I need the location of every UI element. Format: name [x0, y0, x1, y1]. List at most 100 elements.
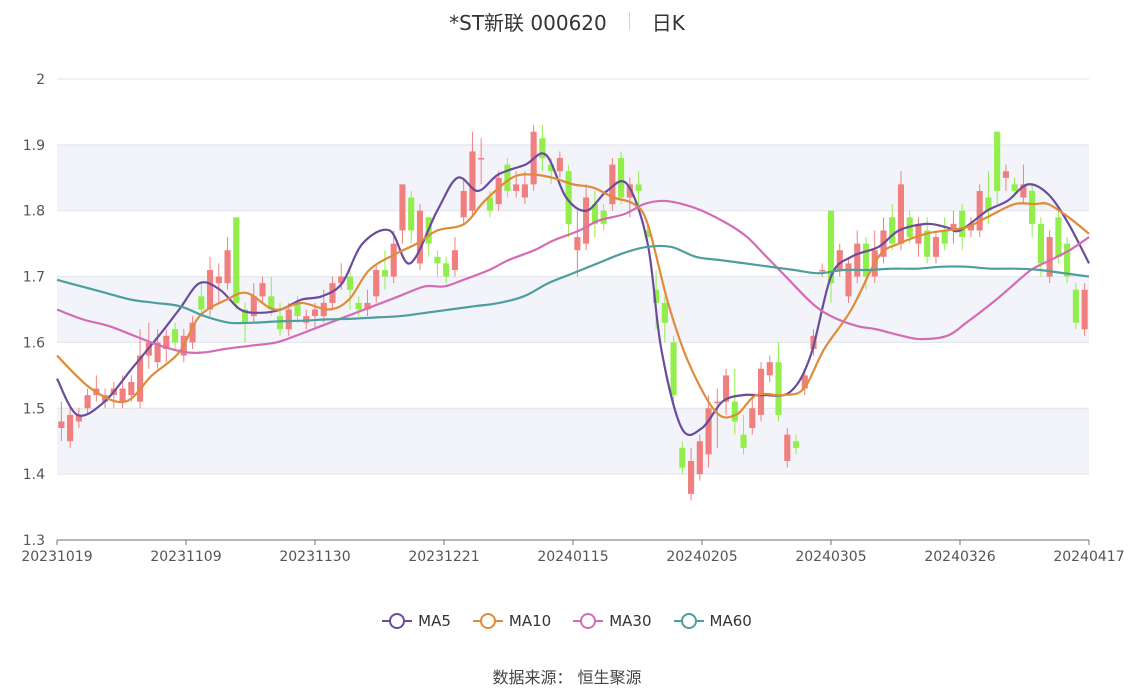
x-tick-label: 20231019: [21, 549, 92, 565]
legend-item-ma30[interactable]: MA30: [573, 612, 652, 630]
candle-body: [1002, 171, 1009, 178]
plot-band: [57, 408, 1089, 475]
candle-body: [661, 302, 668, 323]
candle-body: [241, 309, 249, 323]
candle-body: [233, 217, 240, 303]
candle-body: [1037, 223, 1044, 264]
candle-body: [976, 190, 983, 231]
candle-body: [381, 269, 389, 277]
candle-body: [521, 184, 528, 198]
candle-body: [932, 237, 940, 257]
x-tick-label: 20240205: [666, 549, 737, 565]
x-tick-label: 20231109: [150, 549, 221, 565]
legend-item-ma5[interactable]: MA5: [382, 612, 451, 630]
legend-item-ma60[interactable]: MA60: [673, 612, 752, 630]
series-line-ma60: [56, 244, 1090, 325]
candle-body: [967, 223, 974, 231]
candle-body: [84, 395, 91, 409]
candle-body: [740, 434, 747, 448]
candle-body: [460, 190, 467, 218]
candle-body: [119, 388, 126, 402]
candle-body: [75, 414, 82, 422]
candle-body: [364, 302, 371, 310]
candle-body: [757, 368, 765, 415]
series-line-ma10: [56, 173, 1090, 419]
candle-body: [583, 197, 590, 244]
candle-body: [827, 210, 835, 284]
y-tick-label: 2: [36, 72, 45, 88]
candle-body: [950, 223, 957, 231]
stock-title: *ST新联 000620: [449, 10, 607, 35]
candle-body: [653, 289, 660, 303]
candle-body: [941, 230, 948, 244]
candle-body: [416, 210, 424, 264]
period-tab[interactable]: 日K: [651, 10, 685, 35]
candle-body: [749, 408, 756, 429]
candle-body: [1072, 289, 1079, 323]
x-tick-label: 20231130: [279, 549, 350, 565]
candle-body: [731, 401, 738, 422]
legend-item-ma10[interactable]: MA10: [472, 612, 552, 630]
plot-band: [57, 276, 1089, 343]
y-tick-label: 1.5: [23, 401, 45, 417]
candle-body: [705, 408, 712, 455]
candle-body: [137, 355, 144, 402]
candle-body: [294, 302, 301, 317]
candle-body: [469, 151, 476, 211]
candle-body: [373, 269, 380, 297]
candle-body: [548, 164, 555, 172]
candle-body: [128, 381, 135, 396]
candle-body: [346, 276, 354, 290]
candle-body: [451, 250, 458, 270]
candle-body: [766, 362, 773, 376]
candle-body: [775, 362, 782, 415]
candle-body: [189, 322, 196, 343]
series-line-ma30: [56, 199, 1090, 355]
legend-swatch: [382, 613, 413, 629]
candle-body: [408, 197, 415, 231]
candle-body: [565, 171, 572, 224]
candle-body: [915, 223, 922, 244]
candle-body: [688, 460, 695, 494]
candle-body: [819, 269, 826, 272]
candle-body: [1081, 289, 1088, 330]
x-tick-label: 20240115: [537, 549, 608, 565]
candle-body: [600, 210, 607, 224]
candle-body: [591, 204, 598, 224]
candle-body: [215, 276, 222, 284]
candle-body: [250, 296, 257, 317]
candle-body: [618, 158, 625, 198]
x-tick-label: 20231221: [408, 549, 479, 565]
series-line-ma5: [56, 152, 1090, 437]
candle-body: [495, 177, 502, 205]
candle-body: [924, 230, 931, 257]
candle-body: [889, 217, 896, 244]
legend-label: MA60: [709, 612, 752, 630]
candle-body: [172, 329, 179, 343]
candle-body: [163, 335, 170, 350]
y-tick-label: 1.3: [23, 533, 45, 549]
y-tick-label: 1.8: [23, 204, 45, 220]
candle-body: [513, 184, 520, 191]
candle-body: [959, 210, 966, 238]
data-source: 数据来源： 恒生聚源: [492, 668, 642, 687]
candle-body: [224, 250, 231, 284]
candle-body: [67, 414, 74, 442]
candle-body: [626, 184, 633, 198]
legend-swatch: [472, 613, 503, 629]
candle-body: [486, 197, 493, 211]
candle-body: [985, 197, 992, 211]
y-tick-label: 1.6: [23, 335, 45, 351]
candle-body: [390, 243, 397, 277]
x-tick-label: 20240417: [1053, 549, 1124, 565]
candle-body: [670, 342, 677, 396]
candle-body: [556, 158, 563, 172]
candle-body: [355, 302, 362, 310]
candle-body: [58, 421, 65, 429]
candle-body: [722, 375, 730, 402]
legend-label: MA10: [508, 612, 552, 630]
candle-body: [206, 269, 214, 310]
legend-label: MA5: [418, 612, 451, 630]
candle-body: [792, 441, 800, 448]
